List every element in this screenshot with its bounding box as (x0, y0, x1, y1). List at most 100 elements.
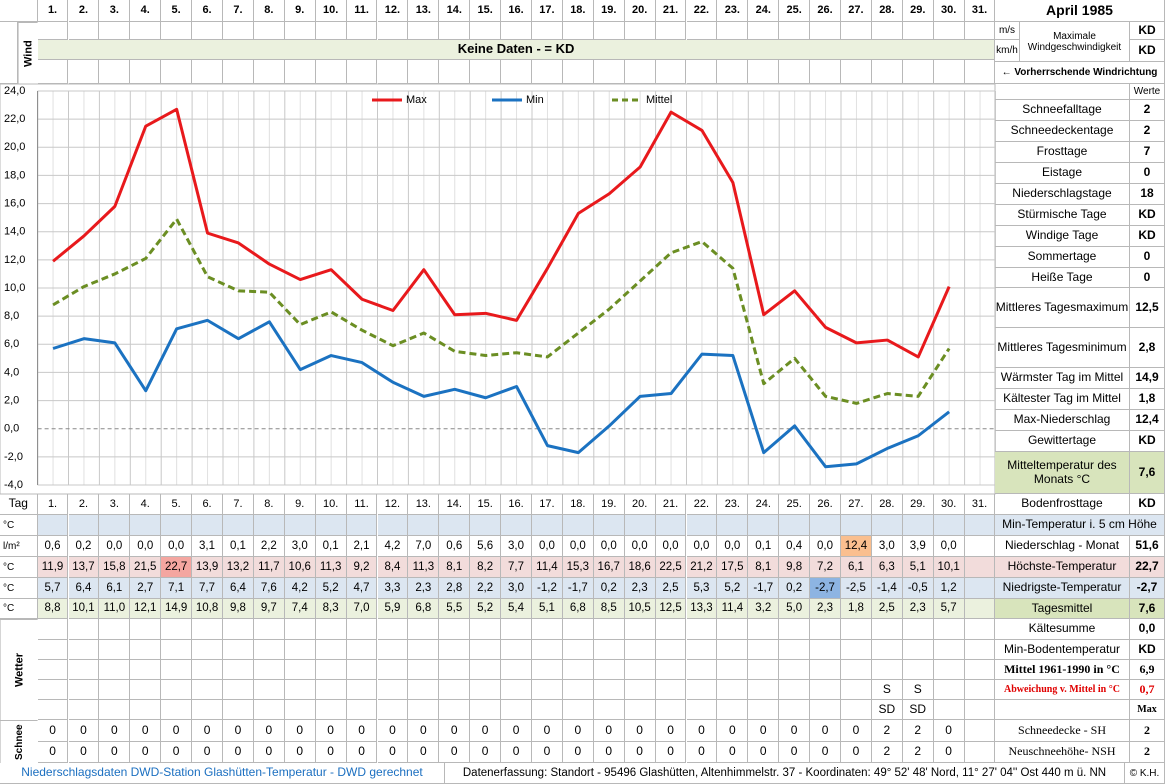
data-cell: 0,1 (223, 536, 254, 557)
cell (377, 640, 409, 660)
cell (99, 680, 131, 700)
wind-cell (871, 60, 903, 84)
wind-cell (37, 22, 69, 40)
snow-cell: 0 (130, 720, 162, 742)
cell (377, 680, 409, 700)
wind-cell (223, 60, 254, 84)
cell (68, 515, 100, 536)
footer-copyright: © K.H. (1125, 763, 1165, 784)
unit-label: °C (0, 578, 38, 599)
snow-cell: 0 (933, 720, 965, 742)
data-cell: 10,8 (192, 599, 223, 619)
day-header: 1. (37, 494, 69, 515)
cell (253, 680, 285, 700)
cell (655, 660, 687, 680)
cell (501, 700, 532, 720)
data-cell: 6,1 (99, 578, 131, 599)
cell (964, 700, 996, 720)
day-header: 10. (315, 0, 347, 22)
snow-cell: 0 (37, 742, 69, 763)
snow-cell: 0 (748, 720, 780, 742)
wind-cell (779, 22, 811, 40)
cell (624, 680, 656, 700)
wind-cell (655, 22, 687, 40)
cell (841, 660, 872, 680)
cell (964, 536, 996, 557)
data-cell: 0,0 (624, 536, 656, 557)
cell (593, 640, 625, 660)
data-cell: 0,0 (933, 536, 965, 557)
snow-cell: 0 (161, 720, 193, 742)
cell (223, 680, 254, 700)
day-header: 12. (377, 494, 409, 515)
cell (779, 700, 811, 720)
snow-cell: 0 (470, 742, 502, 763)
wind-cell (501, 22, 532, 40)
stat-value: 2,8 (1130, 328, 1165, 368)
data-cell: -2,5 (841, 578, 872, 599)
cell (841, 640, 872, 660)
cell (532, 660, 563, 680)
day-header: 28. (871, 494, 903, 515)
legend-label: Min (526, 94, 544, 106)
snow-cell: 0 (933, 742, 965, 763)
cell (964, 680, 996, 700)
data-cell: 17,5 (717, 557, 749, 578)
cell (161, 680, 193, 700)
data-cell: 7,7 (501, 557, 532, 578)
day-header: 20. (624, 0, 656, 22)
snow-cell: 0 (562, 720, 594, 742)
day-header: 15. (470, 494, 502, 515)
data-cell: 2,2 (470, 578, 502, 599)
day-header: 17. (532, 0, 563, 22)
day-header: 9. (284, 0, 316, 22)
cell (593, 700, 625, 720)
wind-cell (810, 60, 841, 84)
data-cell: 0,0 (655, 536, 687, 557)
day-header: 13. (408, 0, 440, 22)
data-cell: 5,1 (532, 599, 563, 619)
cell (284, 619, 316, 640)
cell (161, 515, 193, 536)
day-header: 4. (130, 494, 162, 515)
stat-label: Eistage (995, 163, 1130, 184)
snow-cell: 0 (99, 742, 131, 763)
cell (253, 515, 285, 536)
cell (223, 619, 254, 640)
cell (810, 700, 841, 720)
stat-value: 0 (1130, 163, 1165, 184)
data-cell: 22,7 (161, 557, 193, 578)
day-header: 22. (686, 0, 718, 22)
stat-value: KD (1130, 431, 1165, 452)
cell (779, 660, 811, 680)
data-cell: 13,2 (223, 557, 254, 578)
snow-cell: 0 (717, 720, 749, 742)
day-header: 22. (686, 494, 718, 515)
stat-label: Kältester Tag im Mittel (995, 389, 1130, 410)
cell (779, 619, 811, 640)
day-header: 6. (192, 494, 223, 515)
cell (501, 619, 532, 640)
data-cell: 13,7 (68, 557, 100, 578)
wind-cell (253, 22, 285, 40)
cell (532, 640, 563, 660)
data-cell: 15,3 (562, 557, 594, 578)
wind-cell (748, 60, 780, 84)
wind-cell (933, 22, 965, 40)
wind-cell (470, 60, 502, 84)
wind-cell (439, 22, 471, 40)
wind-cell (470, 22, 502, 40)
data-cell: 2,3 (810, 599, 841, 619)
snow-cell: 0 (408, 720, 440, 742)
wind-cell (655, 60, 687, 84)
wind-max-value: KD (1130, 22, 1165, 40)
cell (532, 700, 563, 720)
day-header: 27. (841, 0, 872, 22)
day-header: 7. (223, 0, 254, 22)
wind-cell (284, 60, 316, 84)
data-cell: -1,2 (532, 578, 563, 599)
stat-label: Schneefalltage (995, 100, 1130, 121)
cell (964, 640, 996, 660)
cell (810, 680, 841, 700)
stat-value: 0 (1130, 247, 1165, 268)
